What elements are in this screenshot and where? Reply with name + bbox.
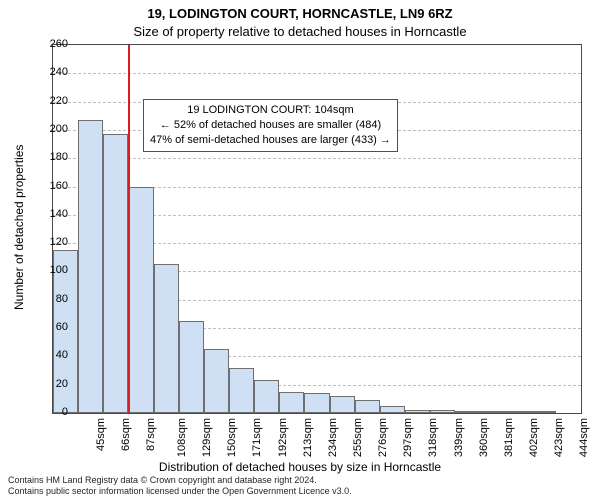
histogram-bar <box>179 321 204 413</box>
histogram-bar <box>304 393 329 413</box>
histogram-bar <box>355 400 380 413</box>
x-tick-label: 213sqm <box>302 418 314 457</box>
x-tick-label: 192sqm <box>277 418 289 457</box>
x-tick-label: 276sqm <box>377 418 389 457</box>
x-tick-label: 318sqm <box>428 418 440 457</box>
annotation-line: ← 52% of detached houses are smaller (48… <box>150 118 391 133</box>
chart-title-1: 19, LODINGTON COURT, HORNCASTLE, LN9 6RZ <box>0 6 600 21</box>
histogram-bar <box>430 410 455 413</box>
histogram-bar <box>405 410 430 413</box>
histogram-bar <box>78 120 103 413</box>
y-tick-label: 80 <box>40 293 68 305</box>
x-tick-label: 150sqm <box>226 418 238 457</box>
y-tick-label: 60 <box>40 321 68 333</box>
x-tick-label: 423sqm <box>553 418 565 457</box>
y-tick-label: 240 <box>40 66 68 78</box>
histogram-bar <box>229 368 254 413</box>
attribution-footer: Contains HM Land Registry data © Crown c… <box>8 475 352 496</box>
histogram-bar <box>154 264 179 413</box>
x-tick-label: 108sqm <box>176 418 188 457</box>
y-tick-label: 20 <box>40 378 68 390</box>
histogram-bar <box>330 396 355 413</box>
annotation-line: 47% of semi-detached houses are larger (… <box>150 133 391 148</box>
y-tick-label: 140 <box>40 208 68 220</box>
y-tick-label: 0 <box>40 406 68 418</box>
histogram-bar <box>103 134 128 413</box>
footer-line: Contains HM Land Registry data © Crown c… <box>8 475 352 485</box>
x-tick-label: 381sqm <box>503 418 515 457</box>
histogram-bar <box>455 411 480 413</box>
gridline <box>53 73 581 74</box>
gridline <box>53 158 581 159</box>
y-tick-label: 220 <box>40 95 68 107</box>
chart-container: 19, LODINGTON COURT, HORNCASTLE, LN9 6RZ… <box>0 0 600 500</box>
y-tick-label: 200 <box>40 123 68 135</box>
plot-area: 19 LODINGTON COURT: 104sqm← 52% of detac… <box>52 44 582 414</box>
x-tick-label: 171sqm <box>252 418 264 457</box>
y-axis-label: Number of detached properties <box>12 145 26 310</box>
y-tick-label: 180 <box>40 151 68 163</box>
annotation-box: 19 LODINGTON COURT: 104sqm← 52% of detac… <box>143 99 398 152</box>
y-tick-label: 100 <box>40 264 68 276</box>
y-tick-label: 260 <box>40 38 68 50</box>
histogram-bar <box>279 392 304 413</box>
y-tick-label: 40 <box>40 349 68 361</box>
marker-line <box>128 45 130 413</box>
x-tick-label: 66sqm <box>120 418 132 451</box>
histogram-bar <box>506 411 531 413</box>
y-tick-label: 120 <box>40 236 68 248</box>
chart-title-2: Size of property relative to detached ho… <box>0 24 600 39</box>
x-tick-label: 87sqm <box>145 418 157 451</box>
x-tick-label: 360sqm <box>478 418 490 457</box>
x-tick-label: 255sqm <box>352 418 364 457</box>
annotation-line: 19 LODINGTON COURT: 104sqm <box>150 103 391 118</box>
histogram-bar <box>380 406 405 413</box>
x-tick-label: 234sqm <box>327 418 339 457</box>
x-tick-label: 129sqm <box>201 418 213 457</box>
x-tick-label: 444sqm <box>578 418 590 457</box>
histogram-bar <box>204 349 229 413</box>
histogram-bar <box>128 187 153 413</box>
histogram-bar <box>531 411 556 413</box>
x-tick-label: 297sqm <box>402 418 414 457</box>
histogram-bar <box>480 411 505 413</box>
x-tick-label: 402sqm <box>528 418 540 457</box>
x-axis-label: Distribution of detached houses by size … <box>0 460 600 474</box>
y-tick-label: 160 <box>40 180 68 192</box>
x-tick-label: 339sqm <box>453 418 465 457</box>
histogram-bar <box>254 380 279 413</box>
footer-line: Contains public sector information licen… <box>8 486 352 496</box>
x-tick-label: 45sqm <box>95 418 107 451</box>
